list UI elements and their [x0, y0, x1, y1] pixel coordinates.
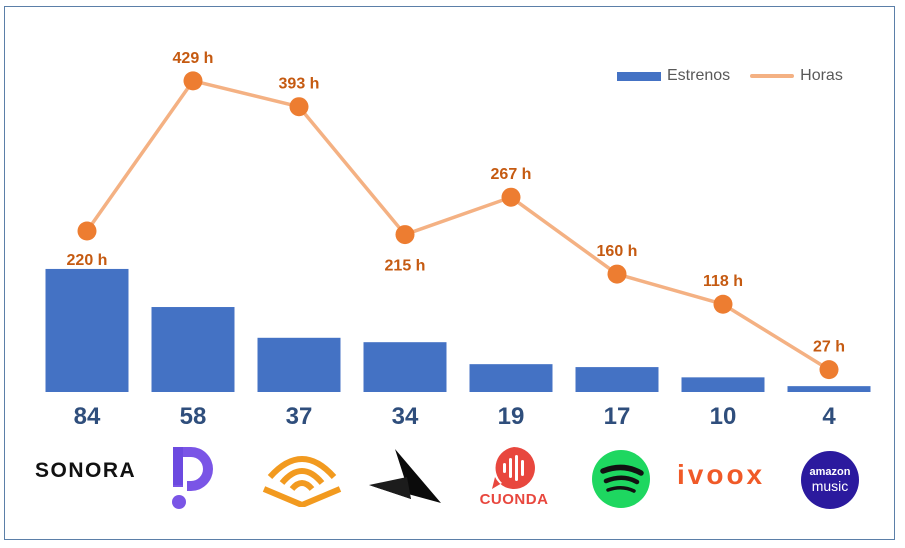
line-point-4 [395, 225, 415, 245]
legend-item-horas: Horas [750, 67, 843, 85]
ivoox-logo: ivoox [677, 459, 765, 491]
bar-value-label-4: 34 [392, 403, 419, 430]
bar-value-label-7: 10 [710, 403, 737, 430]
audible-logo-icon [262, 456, 342, 507]
bar-6 [575, 367, 659, 392]
spotify-logo-icon [592, 450, 650, 508]
bar-1 [45, 268, 129, 392]
bar-value-label-8: 4 [822, 403, 836, 430]
cuonda-logo-icon [492, 447, 535, 489]
ivoox-logo-text: ivoox [677, 459, 766, 490]
line-point-8 [819, 360, 839, 380]
line-point-6 [607, 264, 627, 284]
sonora-logo-text: SONORA [35, 459, 137, 482]
line-value-label-6: 160 h [597, 243, 638, 260]
bar-value-label-6: 17 [604, 403, 631, 430]
line-point-5 [501, 187, 521, 207]
legend-item-estrenos: Estrenos [617, 67, 730, 85]
amazon-logo-text: amazon [809, 465, 851, 478]
bar-value-label-1: 84 [74, 403, 101, 430]
chart-frame: 84 58 37 34 19 17 10 4 220 h 429 h 393 h 215 h 267 h… [4, 6, 895, 540]
bar-4 [363, 342, 447, 392]
legend-swatch-horas [750, 74, 795, 78]
bar-value-label-5: 19 [498, 403, 525, 430]
bar-7 [681, 377, 765, 392]
line-point-7 [713, 294, 733, 314]
legend-label-estrenos: Estrenos [667, 67, 731, 84]
bar-2 [151, 307, 235, 392]
line-value-label-2: 429 h [173, 50, 214, 67]
bar-value-label-3: 37 [286, 403, 313, 430]
line-value-label-4: 215 h [385, 258, 426, 275]
podium-logo-icon [369, 449, 441, 503]
chart-canvas: 84 58 37 34 19 17 10 4 220 h 429 h 393 h 215 h 267 h… [45, 50, 871, 430]
line-series-horas [85, 79, 830, 372]
line-value-label-1: 220 h [67, 252, 108, 269]
bar-3 [257, 337, 341, 392]
sonora-logo: SONORA [35, 459, 136, 483]
cuonda-logo-text: CUONDA [479, 491, 549, 508]
legend-swatch-estrenos [617, 71, 661, 81]
music-logo-text: music [811, 477, 849, 494]
line-value-label-7: 118 h [703, 273, 743, 290]
bar-value-label-2: 58 [180, 403, 207, 430]
line-point-3 [289, 97, 309, 117]
amazon-music-logo: amazon music [801, 451, 859, 509]
line-point-1 [77, 221, 97, 241]
bar-5 [469, 364, 553, 392]
line-value-label-8: 27 h [813, 339, 845, 356]
legend-label-horas: Horas [800, 67, 843, 84]
legend: Estrenos Horas [617, 67, 863, 85]
bar-8 [787, 386, 871, 392]
cuonda-logo: CUONDA [479, 445, 549, 508]
line-value-label-3: 393 h [279, 76, 320, 93]
line-value-label-5: 267 h [491, 166, 532, 183]
podimo-logo-icon [172, 447, 213, 509]
line-point-2 [183, 71, 203, 91]
